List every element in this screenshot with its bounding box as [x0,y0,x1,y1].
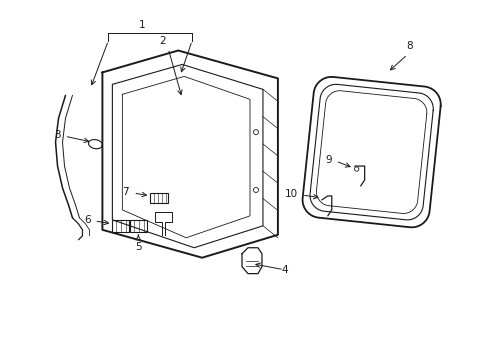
Text: 3: 3 [54,130,61,140]
Text: 4: 4 [281,265,287,275]
Text: 8: 8 [406,41,412,50]
Text: 10: 10 [284,189,297,199]
Text: 1: 1 [139,19,145,30]
Bar [130,220,147,232]
Bar [112,220,129,232]
Text: 6: 6 [83,215,90,225]
Text: 9: 9 [325,155,331,165]
Bar [150,193,168,203]
Text: 7: 7 [122,187,128,197]
Text: 5: 5 [135,242,142,252]
Text: 2: 2 [159,36,165,45]
